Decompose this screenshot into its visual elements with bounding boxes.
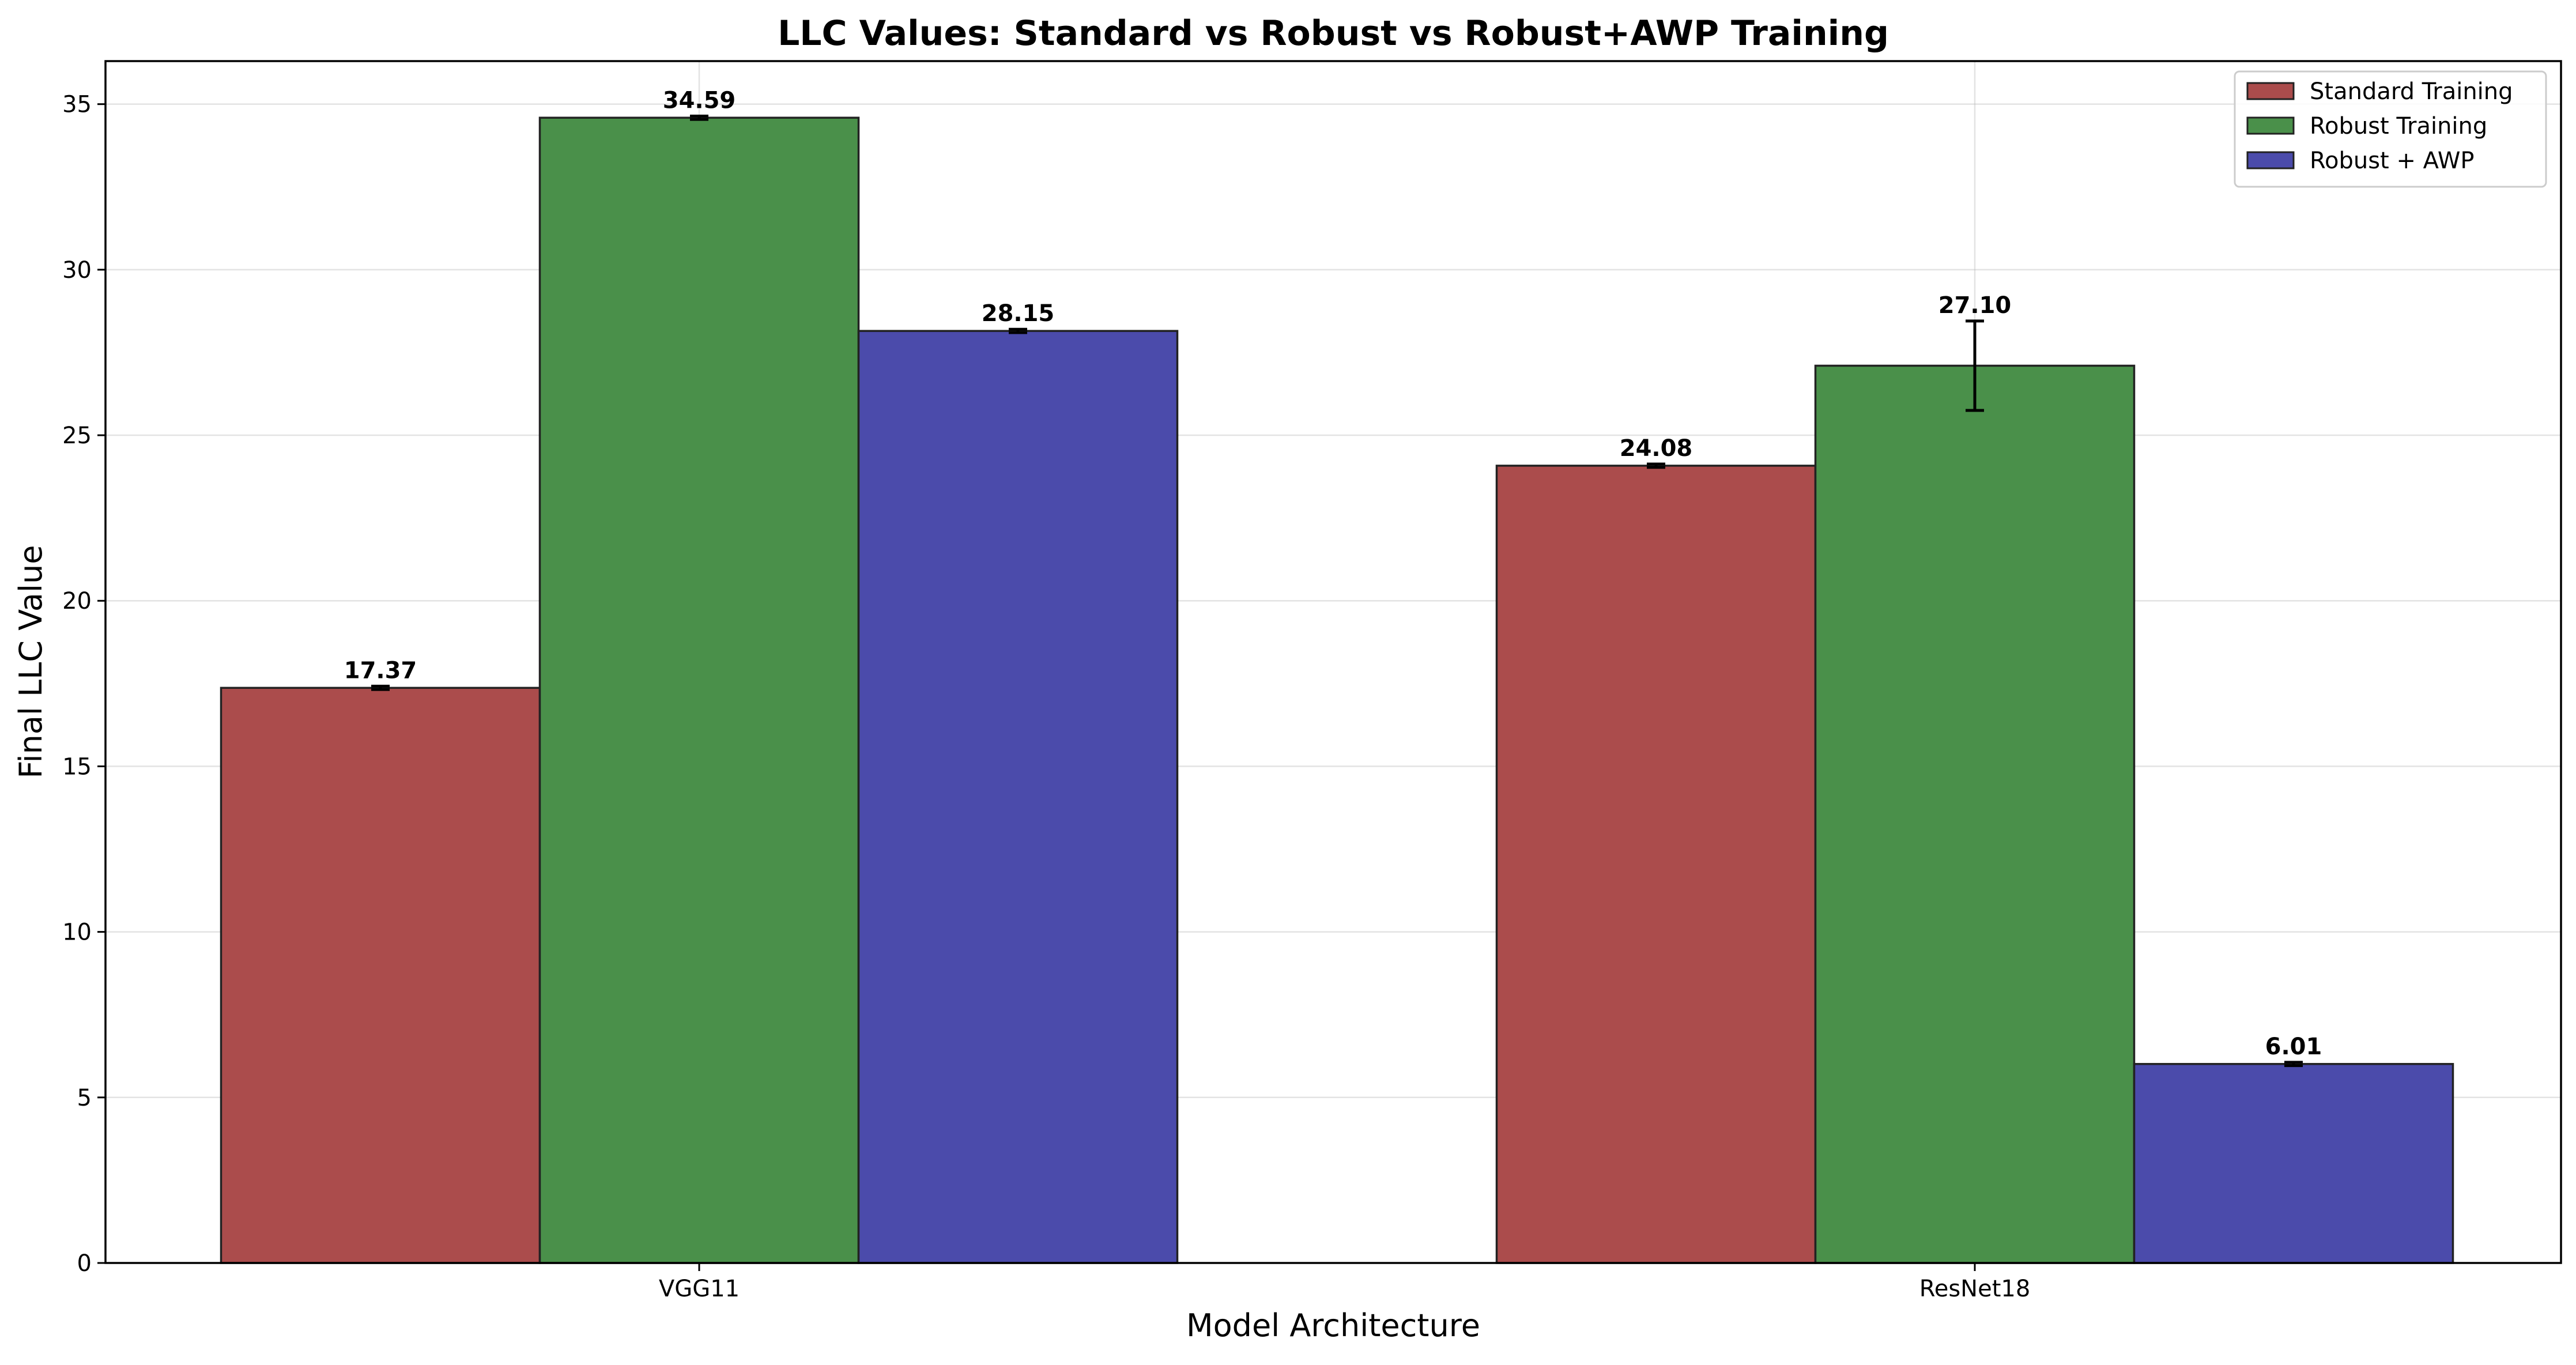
x-tick-label: ResNet18 xyxy=(1919,1276,2031,1302)
bars xyxy=(220,116,2454,1264)
legend-label: Robust Training xyxy=(2310,113,2487,139)
y-tick-label: 25 xyxy=(62,423,92,449)
legend-label: Standard Training xyxy=(2310,78,2513,105)
legend-label: Robust + AWP xyxy=(2310,148,2475,174)
bar-robust-training-resnet18 xyxy=(1814,364,2136,1264)
y-tick-label: 10 xyxy=(62,919,92,946)
data-label: 27.10 xyxy=(1938,292,2012,319)
y-tick-label: 30 xyxy=(62,257,92,284)
y-tick-label: 20 xyxy=(62,588,92,614)
x-tick-label: VGG11 xyxy=(659,1276,740,1302)
error-bars xyxy=(371,114,2303,1068)
legend-box xyxy=(2234,70,2547,188)
bar-standard-training-resnet18 xyxy=(1495,465,1817,1264)
x-axis-ticks: VGG11 ResNet18 xyxy=(659,1263,2030,1302)
y-tick-label: 35 xyxy=(62,92,92,118)
x-axis-label: Model Architecture xyxy=(1186,1307,1480,1344)
data-label: 28.15 xyxy=(982,300,1055,327)
legend-swatch xyxy=(2246,82,2295,100)
plot-frame xyxy=(104,60,2562,1264)
y-axis-ticks: 0 5 10 15 20 25 30 35 xyxy=(62,92,105,1277)
y-tick-label: 5 xyxy=(77,1085,92,1111)
bar-robust-training-vgg11 xyxy=(538,116,860,1264)
data-label: 24.08 xyxy=(1620,435,1693,462)
data-labels: 17.37 24.08 34.59 27.10 28.15 6.01 xyxy=(344,87,2322,1060)
legend: Standard Training Robust Training Robust +… xyxy=(2234,70,2547,188)
legend-swatch xyxy=(2246,151,2295,169)
bar-robust-awp-resnet18 xyxy=(2133,1063,2454,1264)
y-tick-label: 0 xyxy=(77,1250,92,1277)
data-label: 34.59 xyxy=(663,87,736,114)
data-label: 17.37 xyxy=(344,657,417,684)
bar-standard-training-vgg11 xyxy=(220,687,541,1264)
data-label: 6.01 xyxy=(2265,1034,2322,1060)
y-tick-label: 15 xyxy=(62,753,92,780)
chart-title: LLC Values: Standard vs Robust vs Robust… xyxy=(778,13,1889,54)
y-axis-label: Final LLC Value xyxy=(13,545,49,779)
legend-swatch xyxy=(2246,116,2295,135)
bar-robust-awp-vgg11 xyxy=(857,330,1179,1264)
